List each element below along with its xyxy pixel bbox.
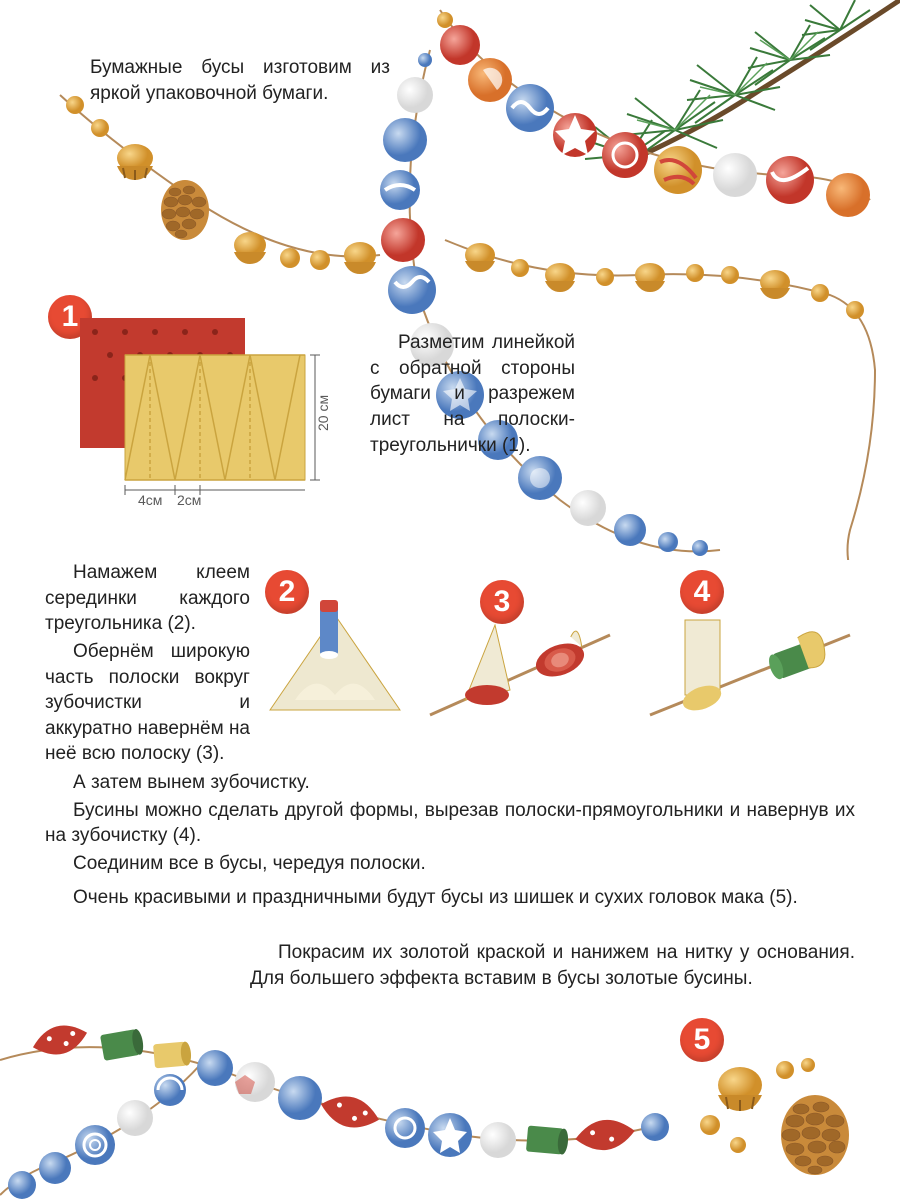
tail-c: Соединим все в бусы, чередуя полоски.	[45, 851, 855, 877]
gold-text-block: Покрасим их золотой краской и нанижем на…	[250, 940, 855, 993]
step234-text: Намажем клеем серединки каждого треуголь…	[45, 560, 250, 769]
tail-text: А затем вынем зубочистку. Бусины можно с…	[45, 770, 855, 879]
tail-a: А затем вынем зубочистку.	[45, 770, 855, 796]
craft-instructions-page: Бумажные бусы изготовим из яркой упаково…	[0, 0, 900, 1200]
step2-text: Намажем клеем серединки каждого треуголь…	[45, 560, 250, 637]
gold-text: Покрасим их золотой краской и нанижем на…	[250, 940, 855, 991]
step1-paper-diagram: 20 см 4см 2см	[70, 310, 360, 520]
step2-illustration	[260, 600, 410, 730]
step5-intro: Очень красивыми и праздничными будут бус…	[45, 885, 855, 911]
step4-illustration	[640, 590, 860, 740]
step3-illustration	[420, 595, 620, 735]
step3-text: Обернём широкую часть полоски вокруг зуб…	[45, 639, 250, 767]
step5-cone-illustration	[690, 1050, 890, 1200]
step1-text: Разметим линейкой с обратной стороны бум…	[370, 330, 575, 458]
tail-b: Бусины можно сделать другой формы, вырез…	[45, 798, 855, 849]
dim-height: 20 см	[315, 395, 331, 431]
bottom-garland-illustration	[0, 1000, 700, 1200]
dim-2cm: 2см	[177, 492, 201, 508]
dim-4cm: 4см	[138, 492, 162, 508]
step5-intro-text: Очень красивыми и праздничными будут бус…	[45, 885, 855, 913]
